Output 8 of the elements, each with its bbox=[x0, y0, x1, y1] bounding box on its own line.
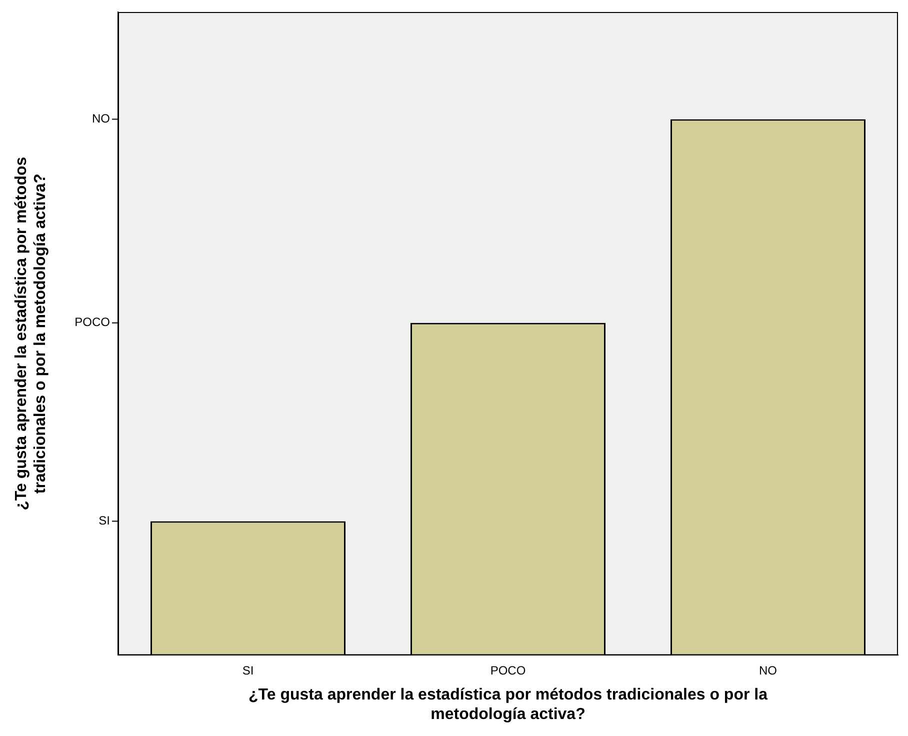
text: NO bbox=[92, 112, 110, 126]
text: SI bbox=[98, 514, 110, 528]
x-tick-label: POCO bbox=[490, 664, 526, 678]
x-tick-label: NO bbox=[759, 664, 777, 678]
x-axis-title: ¿Te gusta aprender la estadística por métodos tradicionales o por la metodología activa? bbox=[248, 686, 768, 723]
text: POCO bbox=[74, 315, 110, 330]
x-tick-label: SI bbox=[242, 664, 254, 678]
y-axis-title: ¿Te gusta aprender la estadística por métodos tradicionales o por la metodología activa? bbox=[13, 156, 50, 510]
